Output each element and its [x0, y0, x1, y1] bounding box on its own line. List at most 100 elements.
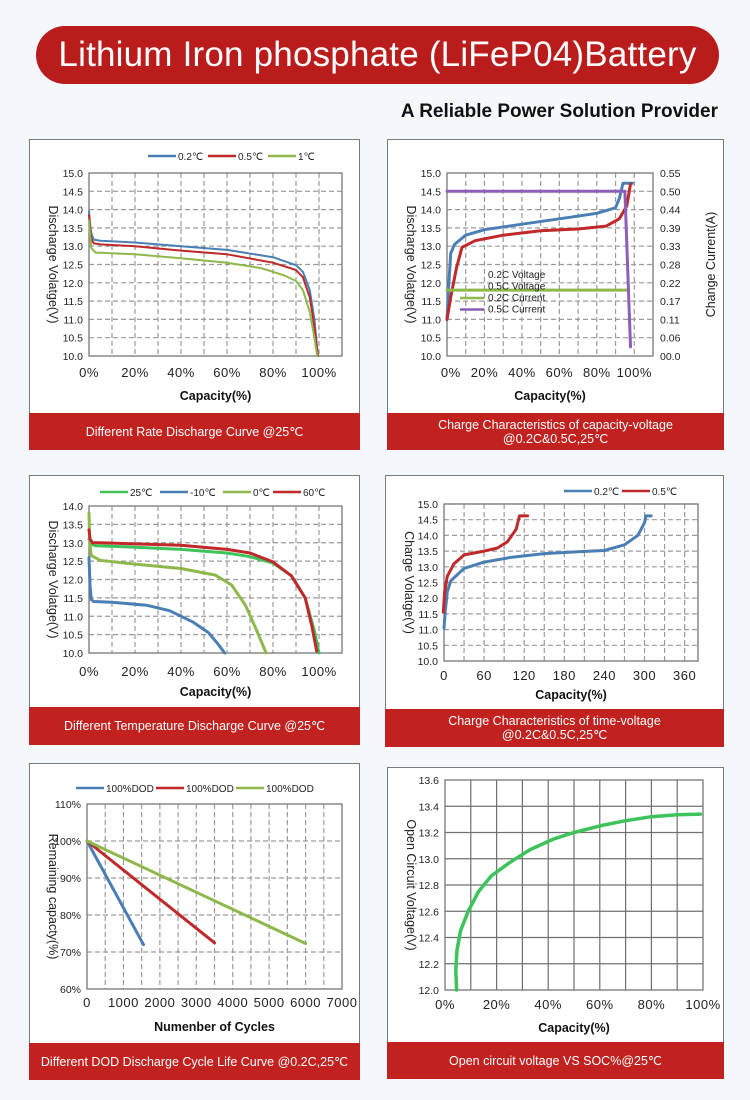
panel-time-voltage-charge: 10.0 10.5 11.0 11.5 12.0 12.5 13.0 13.5 14.0 14.5… [385, 475, 724, 710]
y2-tick-label: 0.39 [660, 223, 681, 235]
y-tick-label: 12.0 [421, 278, 442, 290]
series-line [88, 219, 319, 357]
series-line [87, 511, 268, 655]
legend-label: 100%DOD [266, 784, 314, 795]
x-tick-label: 0% [79, 664, 99, 679]
y-tick-label: 10.5 [63, 630, 84, 642]
x-tick-label: 0% [79, 365, 99, 380]
chart-rate-discharge: 10.0 10.5 11.0 11.5 12.0 12.5 13.0 13.5 14.0 14.5… [46, 152, 343, 403]
y-tick-label: 12.4 [419, 933, 440, 945]
y2-tick-label: 0.33 [660, 241, 681, 253]
legend-label: 0.5C Voltage [488, 282, 546, 293]
x-tick-label: 80% [583, 365, 611, 380]
x-tick-label: 100% [301, 664, 336, 679]
caption-text: Open circuit voltage VS SOC%@25℃ [449, 1053, 662, 1068]
y-tick-label: 10.0 [418, 656, 439, 668]
page-title-banner: Lithium Iron phosphate (LiFeP04)Battery [36, 26, 719, 84]
caption-line-1: Charge Characteristics of time-voltage [448, 714, 661, 728]
x-axis-title: Capacity(%) [538, 1021, 610, 1035]
y-tick-label: 14.0 [63, 501, 84, 513]
x-tick-label: 60% [546, 365, 574, 380]
caption-time-voltage-charge: Charge Characteristics of time-voltage @… [385, 709, 724, 747]
caption-line-1: Charge Characteristics of capacity-volta… [438, 417, 673, 432]
caption-temperature-discharge: Different Temperature Discharge Curve @2… [29, 707, 360, 745]
legend-label: 0.5℃ [652, 487, 677, 498]
page-subtitle: A Reliable Power Solution Provider [400, 101, 718, 122]
x-tick-label: 4000 [217, 995, 248, 1010]
caption-capacity-voltage-charge: Charge Characteristics of capacity-volta… [387, 413, 724, 450]
x-tick-label: 1000 [108, 995, 139, 1010]
panel-rate-discharge: 10.0 10.5 11.0 11.5 12.0 12.5 13.0 13.5 14.0 14.5… [29, 139, 360, 414]
x-tick-label: 40% [167, 365, 195, 380]
y-tick-label: 13.2 [419, 828, 440, 840]
chart-capacity-voltage-charge: 10.0 10.5 11.0 11.5 12.0 12.5 13.0 13.5 14.0 14.5… [404, 168, 718, 403]
plot-frame [88, 172, 343, 357]
y-tick-label: 70% [60, 947, 81, 959]
y-tick-label: 14.0 [418, 530, 439, 542]
x-tick-label: 7000 [327, 995, 358, 1010]
y-tick-label: 13.0 [63, 241, 84, 253]
y-tick-label: 11.5 [418, 609, 438, 621]
x-tick-label: 180 [553, 668, 576, 683]
series-line [441, 514, 530, 614]
y2-tick-label: 0.28 [660, 260, 681, 272]
x-tick-label: 360 [673, 668, 696, 683]
caption-line-2: @0.2C&0.5C,25℃ [501, 728, 608, 742]
y-tick-label: 11.0 [418, 625, 438, 637]
y-tick-label: 15.0 [63, 168, 84, 180]
y-tick-label: 10.0 [421, 351, 442, 363]
series-line [445, 189, 632, 349]
y2-tick-label: 0.06 [660, 333, 681, 345]
caption-text: Different Temperature Discharge Curve @2… [63, 719, 326, 733]
y-tick-label: 10.0 [63, 351, 84, 363]
panel-dod-cycle-life: 60% 70% 80% 90% 100% 110% 0 1000 2000 3000 4000 500… [29, 763, 360, 1044]
x-tick-label: 0 [440, 668, 448, 683]
x-tick-label: 300 [633, 668, 656, 683]
y2-tick-label: 0.17 [660, 296, 681, 308]
x-tick-label: 3000 [181, 995, 212, 1010]
x-tick-label: 20% [121, 664, 149, 679]
x-tick-label: 20% [471, 365, 499, 380]
y-tick-label: 13.6 [419, 775, 440, 787]
x-axis-title: Capacity(%) [535, 688, 607, 702]
series-line [445, 181, 634, 321]
y2-tick-label: 0.55 [660, 168, 681, 180]
legend-label: 25℃ [130, 488, 152, 499]
y-tick-label: 10.5 [63, 333, 84, 345]
y-tick-label: 14.0 [63, 205, 84, 217]
chart-temperature-discharge: 10.0 10.5 11.0 11.5 12.0 12.5 13.0 13.5 14.0 0% 20… [46, 488, 343, 699]
x-tick-label: 5000 [254, 995, 285, 1010]
x-tick-label: 20% [121, 365, 149, 380]
series-line [88, 214, 319, 357]
y-tick-label: 14.5 [63, 186, 84, 198]
legend-label: 100%DOD [106, 784, 154, 795]
y-tick-label: 11.5 [421, 296, 441, 308]
y-axis-title: Discharge Volatge(V) [46, 205, 60, 323]
y-axis-title: Discharge Volatge(V) [46, 520, 60, 638]
x-tick-label: 80% [259, 664, 287, 679]
y-tick-label: 90% [60, 873, 81, 885]
panel-temperature-discharge: 10.0 10.5 11.0 11.5 12.0 12.5 13.0 13.5 14.0 0% 20… [29, 475, 360, 708]
y-tick-label: 100% [54, 836, 81, 848]
y-tick-label: 12.8 [419, 880, 440, 892]
y-axis-title: Open Circuit Voltage(V) [404, 819, 418, 950]
y-tick-label: 12.5 [63, 556, 84, 568]
series-line [445, 182, 632, 321]
y-tick-label: 11.0 [63, 611, 83, 623]
y-tick-label: 10.5 [421, 333, 442, 345]
y-tick-label: 11.0 [421, 314, 441, 326]
legend-label: 0.2℃ [594, 487, 619, 498]
x-tick-label: 120 [513, 668, 536, 683]
y-tick-label: 12.6 [419, 906, 440, 918]
series-line [85, 839, 308, 945]
series-line [85, 839, 145, 947]
y-tick-label: 80% [60, 910, 81, 922]
y-tick-label: 60% [60, 984, 81, 996]
plot-frame [444, 779, 704, 991]
y-tick-label: 13.0 [419, 854, 440, 866]
x-tick-label: 240 [593, 668, 616, 683]
x-tick-label: 60% [213, 664, 241, 679]
legend-label: 0.2C Current [488, 293, 545, 304]
x-tick-label: 40% [534, 997, 562, 1012]
series-line [87, 528, 319, 653]
